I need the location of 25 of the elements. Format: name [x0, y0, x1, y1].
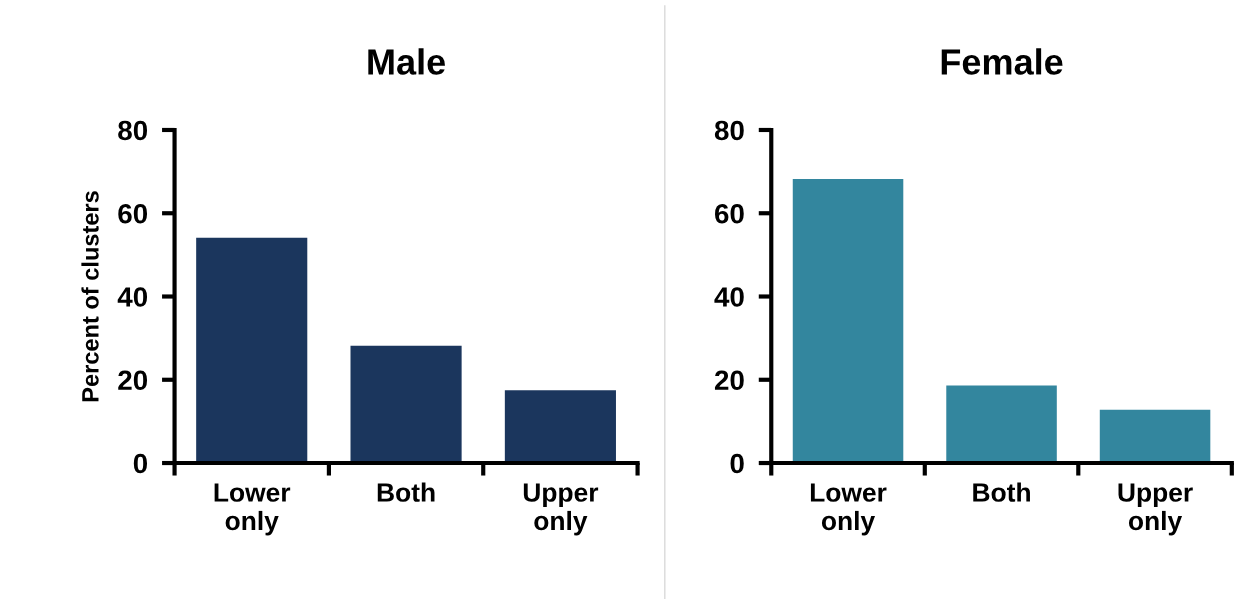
y-axis-title: Percent of clusters	[81, 191, 99, 402]
x-tick-label: Both	[377, 482, 435, 502]
y-tick-label: 80	[714, 120, 744, 141]
y-tick-label: 60	[118, 203, 148, 224]
x-tick-label: Both	[973, 482, 1030, 502]
y-tick-label: 20	[118, 370, 148, 391]
x-tick-label: Lower only	[810, 483, 887, 536]
y-tick-label: 0	[730, 453, 744, 474]
x-tick-label: Lower only	[214, 483, 291, 536]
x-tick-label: Upper only	[1118, 483, 1193, 536]
bar	[196, 237, 308, 464]
bar	[350, 345, 462, 464]
y-tick-label: 80	[118, 120, 148, 141]
chart-title: Male	[368, 48, 445, 75]
x-tick-label: Upper only	[523, 483, 599, 536]
bar	[504, 390, 616, 464]
y-tick-label: 60	[715, 203, 744, 224]
y-tick-label: 0	[133, 453, 148, 474]
bar	[792, 179, 904, 464]
y-tick-label: 40	[117, 287, 148, 307]
bar	[1099, 409, 1211, 464]
bar	[946, 385, 1057, 464]
chart-title: Female	[941, 48, 1063, 75]
y-tick-label: 40	[714, 287, 744, 307]
y-tick-label: 20	[714, 370, 744, 391]
